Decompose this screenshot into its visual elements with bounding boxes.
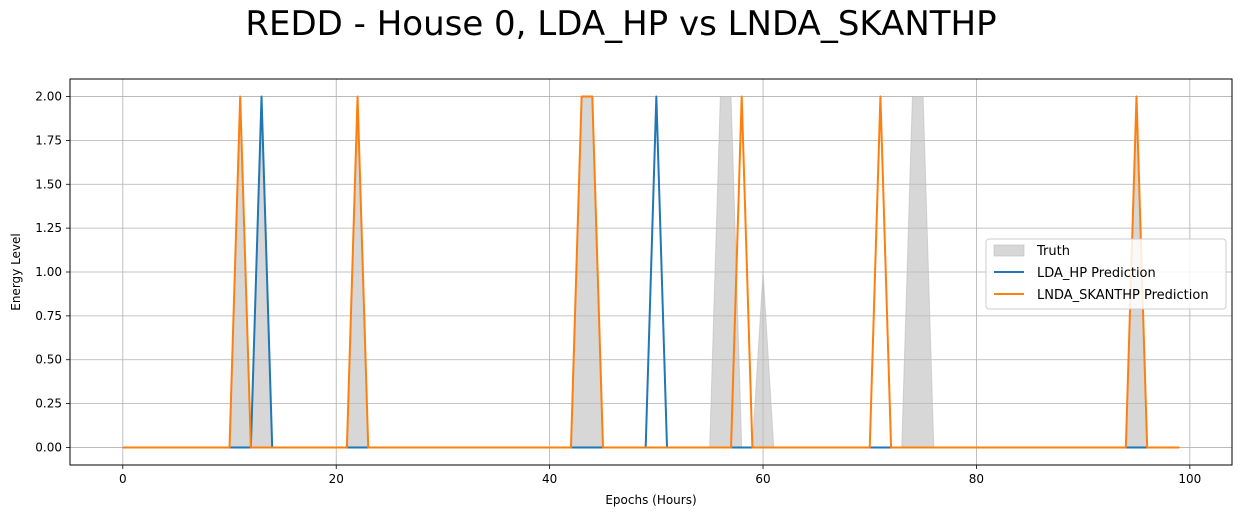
y-tick-label: 1.00: [35, 265, 62, 279]
legend-entry-label: LNDA_SKANTHP Prediction: [1037, 288, 1209, 303]
x-axis-ticks: 0 20 40 60 80 100: [119, 465, 1201, 486]
x-axis-label: Epochs (Hours): [605, 493, 696, 507]
y-tick-label: 0.75: [35, 309, 62, 323]
y-tick-label: 0.00: [35, 440, 62, 454]
legend-box: [985, 238, 1227, 310]
x-tick-label: 100: [1178, 472, 1201, 486]
legend-entry-label: LDA_HP Prediction: [1037, 266, 1156, 281]
x-tick-label: 0: [119, 472, 127, 486]
y-tick-label: 0.50: [35, 353, 62, 367]
x-tick-label: 40: [542, 472, 557, 486]
x-tick-label: 20: [329, 472, 344, 486]
lnda-skanthp-predictionline: [122, 95, 1180, 449]
prediction-lines-layer: [122, 95, 1180, 449]
y-axis-ticks: 0.00 0.25 0.50 0.75 1.00 1.25 1.50 1.75 2.00: [35, 90, 70, 454]
y-axis-label: Energy Level: [9, 233, 23, 311]
chart-title: REDD - House 0, LDA_HP vs LNDA_SKANTHP: [245, 4, 997, 44]
y-tick-label: 1.25: [35, 221, 62, 235]
y-tick-label: 0.25: [35, 397, 62, 411]
legend-entry-label: Truth: [1036, 244, 1070, 259]
legend-swatch-truth: [993, 244, 1025, 257]
x-tick-label: 80: [969, 472, 984, 486]
x-tick-label: 60: [755, 472, 770, 486]
y-tick-label: 1.50: [35, 177, 62, 191]
y-tick-label: 2.00: [35, 90, 62, 104]
y-tick-label: 1.75: [35, 133, 62, 147]
legend: Truth LDA_HP Prediction LNDA_SKANTHP Predi…: [985, 238, 1227, 310]
